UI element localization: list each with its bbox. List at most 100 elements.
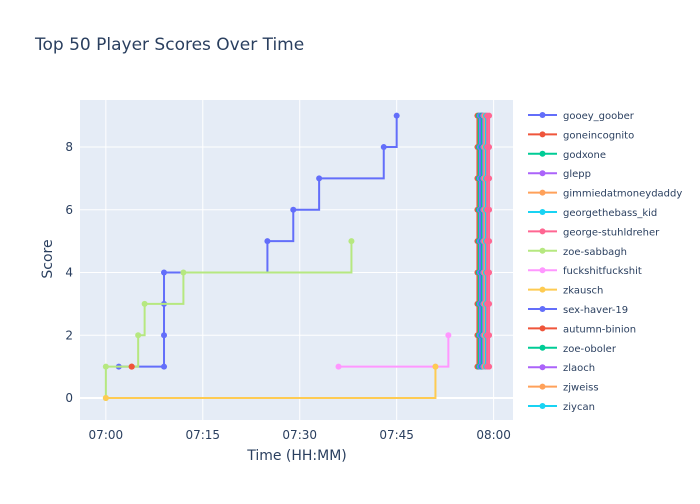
legend-label: zoe-oboler — [563, 344, 617, 355]
legend-item[interactable]: zitacaithaml — [528, 421, 624, 432]
data-point — [135, 332, 142, 339]
x-tick-label: 07:30 — [282, 428, 317, 442]
data-point — [316, 175, 323, 182]
legend-label: zkausch — [563, 286, 603, 297]
data-point — [484, 175, 491, 182]
legend-swatch-marker — [539, 189, 546, 196]
data-point — [141, 300, 148, 307]
legend-swatch-marker — [539, 286, 546, 293]
data-point — [348, 238, 355, 245]
legend-swatch-marker — [539, 150, 546, 157]
data-point — [380, 144, 387, 151]
legend-label: godxone — [563, 150, 606, 161]
legend-label: fuckshitfuckshit — [563, 266, 642, 277]
legend-label: glepp — [563, 169, 591, 180]
legend-swatch-marker — [539, 112, 546, 118]
legend-swatch-marker — [539, 170, 546, 177]
data-point — [445, 332, 452, 339]
legend-label: zlaoch — [563, 363, 595, 374]
y-tick-label: 0 — [65, 391, 73, 405]
legend-swatch-marker — [539, 383, 546, 390]
chart-title: Top 50 Player Scores Over Time — [34, 35, 304, 55]
legend-label: george-stuhldreher — [563, 227, 660, 238]
series-zitacaithaml — [484, 112, 491, 370]
legend-label: autumn-binion — [563, 324, 636, 335]
series-zoe-sabbagh — [102, 238, 355, 402]
legend-item[interactable]: zkausch — [528, 286, 603, 297]
data-point — [102, 363, 109, 370]
series-autumn-binion — [128, 363, 135, 370]
legend-label: georgethebass_kid — [563, 208, 657, 219]
data-point — [393, 112, 400, 119]
legend-item[interactable]: zjweiss — [528, 383, 599, 394]
legend-item[interactable]: zoe-oboler — [528, 344, 617, 355]
legend-item[interactable]: zlaoch — [528, 363, 595, 374]
data-point — [161, 332, 168, 339]
legend-swatch-marker — [540, 422, 546, 428]
data-point — [161, 363, 168, 370]
x-tick-labels: 07:00 07:15 07:30 07:45 08:00 — [89, 428, 511, 442]
legend-item[interactable]: fuckshitfuckshit — [528, 266, 642, 277]
x-tick-label: 07:45 — [379, 428, 414, 442]
series-line — [104, 241, 353, 399]
x-tick-label: 08:00 — [476, 428, 511, 442]
legend-item[interactable]: georgethebass_kid — [528, 208, 657, 219]
legend-item[interactable]: ziycan — [528, 402, 595, 413]
data-point — [290, 206, 297, 213]
legend-item[interactable]: zoe-sabbagh — [528, 247, 627, 258]
legend-item[interactable]: godxone — [528, 150, 606, 161]
data-point — [484, 206, 491, 213]
legend-label: zoe-sabbagh — [563, 247, 627, 258]
legend-item[interactable]: george-stuhldreher — [528, 227, 660, 238]
data-point — [264, 238, 271, 245]
x-tick-label: 07:00 — [89, 428, 124, 442]
data-point — [335, 363, 342, 370]
data-point — [484, 144, 491, 151]
series-zkausch — [102, 363, 439, 402]
legend-item[interactable]: gimmiedatmoneydaddy — [528, 189, 682, 200]
legend-swatch-marker — [539, 344, 546, 351]
legend-swatch-marker — [539, 247, 546, 254]
legend-label: gimmiedatmoneydaddy — [563, 189, 682, 200]
data-point — [484, 363, 491, 370]
legend-item[interactable]: goneincognito — [528, 130, 634, 141]
data-point — [484, 112, 491, 119]
data-point — [484, 300, 491, 307]
legend-label: sex-haver-19 — [563, 305, 628, 316]
data-point — [484, 238, 491, 245]
legend-label: ziycan — [563, 402, 595, 413]
series-layer — [102, 112, 493, 402]
legend-label: goneincognito — [563, 130, 634, 141]
legend-label: zitacaithaml — [563, 421, 624, 432]
legend-label: gooey_goober — [563, 111, 635, 122]
legend[interactable]: gooey_goober goneincognito godxone glepp gim… — [528, 111, 682, 432]
plot-background — [80, 100, 513, 420]
legend-swatch-marker — [539, 306, 546, 312]
y-tick-label: 6 — [65, 203, 73, 217]
legend-swatch-marker — [539, 325, 546, 332]
data-point — [180, 269, 187, 276]
x-tick-label: 07:15 — [185, 428, 220, 442]
data-point — [432, 363, 439, 370]
legend-swatch-marker — [539, 267, 546, 274]
y-tick-label: 4 — [65, 266, 73, 280]
data-point — [161, 269, 168, 276]
legend-item[interactable]: glepp — [528, 169, 591, 180]
y-axis-label: Score — [40, 239, 56, 278]
x-axis-label: Time (HH:MM) — [246, 448, 347, 464]
series-line — [105, 366, 437, 400]
legend-swatch-marker — [539, 403, 546, 409]
series-line — [338, 335, 450, 368]
data-point — [102, 395, 109, 402]
legend-item[interactable]: sex-haver-19 — [528, 305, 628, 316]
y-tick-label: 8 — [65, 140, 73, 154]
legend-swatch-marker — [539, 364, 546, 371]
legend-label: zjweiss — [563, 383, 599, 394]
data-point — [484, 269, 491, 276]
y-tick-labels: 0 2 4 6 8 — [65, 140, 73, 405]
legend-item[interactable]: gooey_goober — [528, 111, 635, 122]
legend-swatch-marker — [539, 131, 546, 138]
legend-item[interactable]: autumn-binion — [528, 324, 636, 335]
legend-swatch-marker — [539, 209, 546, 215]
